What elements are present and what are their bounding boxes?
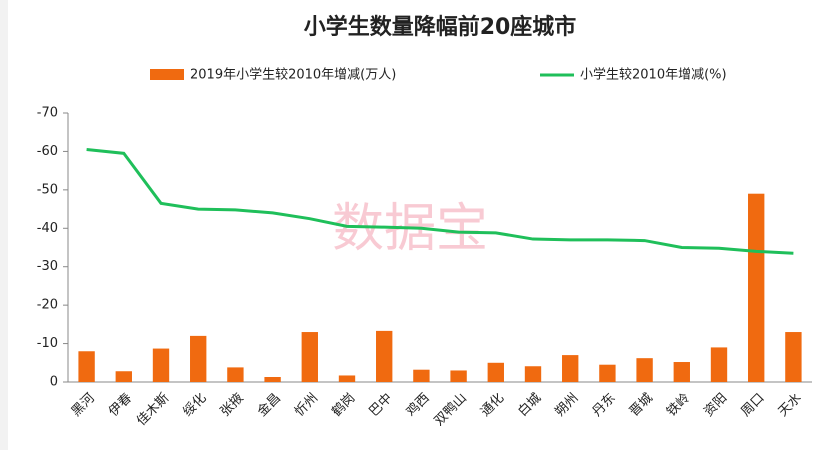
bar	[227, 367, 244, 382]
y-tick-label: -30	[37, 259, 58, 274]
bar	[152, 348, 170, 382]
y-tick-label: -40	[37, 221, 58, 236]
bar	[636, 358, 653, 382]
y-tick-label: -10	[37, 336, 58, 351]
legend-swatch	[150, 69, 184, 80]
bar	[338, 375, 356, 382]
bar	[301, 332, 318, 382]
y-tick-label: -60	[37, 144, 58, 159]
bar	[264, 377, 281, 382]
bar	[487, 362, 504, 382]
bar	[450, 370, 467, 382]
bar	[599, 364, 616, 382]
y-tick-label: -20	[37, 298, 58, 313]
y-tick-label: 0	[50, 375, 58, 390]
legend-label: 小学生较2010年增减(%)	[580, 67, 727, 83]
chart-title: 小学生数量降幅前20座城市	[304, 14, 577, 40]
bar	[710, 347, 728, 382]
legend-label: 2019年小学生较2010年增减(万人)	[190, 67, 396, 83]
bar	[413, 369, 430, 382]
bar	[562, 355, 579, 382]
bar	[115, 371, 132, 382]
line-series	[86, 148, 794, 255]
bar	[524, 366, 542, 382]
y-tick-label: -50	[37, 182, 58, 197]
bar	[190, 335, 207, 382]
bar	[78, 351, 95, 382]
bar	[748, 193, 765, 382]
bar	[376, 330, 393, 382]
bar	[673, 362, 690, 382]
y-tick-label: -70	[37, 106, 58, 121]
bar	[785, 332, 802, 382]
